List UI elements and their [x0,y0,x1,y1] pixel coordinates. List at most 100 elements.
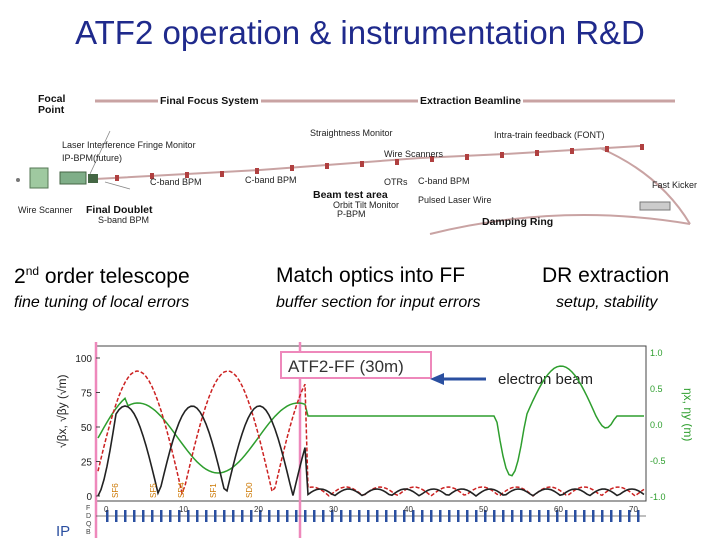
lattice-element [376,510,379,522]
lattice-element [574,510,577,522]
lattice-element [367,510,370,522]
lattice-element [250,510,253,522]
left-axis-ticks: 100 75 50 25 0 [75,354,100,503]
caption-sub-match-optics: buffer section for input errors [276,294,481,311]
caption-sub-dr-extraction: setup, stability [556,294,658,311]
c-band-bpm-label-3: C-band BPM [418,176,470,186]
p-bpm-label: P-BPM [337,209,366,219]
x-tick-label: 30 [329,505,338,514]
element-row-label: F [86,505,90,512]
lattice-element [313,510,316,522]
x-tick-label: 10 [179,505,188,514]
right-tick-label: 0.5 [650,384,663,394]
lattice-element [187,510,190,522]
arrow-label: electron beam [498,371,593,388]
ip-chamber [16,167,98,189]
left-tick-label: 100 [75,354,92,365]
left-tick-label: 50 [81,423,93,434]
lattice-element [223,510,226,522]
lattice-element [133,510,136,522]
caption-sub-telescope: fine tuning of local errors [14,294,190,311]
lattice-element [520,510,523,522]
lattice-element [511,510,514,522]
right-tick-label: 1.0 [650,348,663,358]
caption-head-dr-extraction: DR extraction [542,264,670,287]
lattice-element [151,510,154,522]
lattice-element [430,510,433,522]
lattice-element [457,510,460,522]
lattice-element [538,510,541,522]
element-row-label: B [86,529,91,536]
lattice-element [124,510,127,522]
lattice-element [466,510,469,522]
lattice-element [583,510,586,522]
lattice-element [439,510,442,522]
slide-title: ATF2 operation & instrumentation R&D [75,14,645,51]
lattice-element [214,510,217,522]
lattice-element [502,510,505,522]
lattice-element [448,510,451,522]
element-row-label: Q [86,521,92,528]
lattice-element [268,510,271,522]
right-axis-label: ηx, ηy (m) [681,388,692,441]
lattice-element [619,510,622,522]
orbit-tilt-monitor-label: Orbit Tilt Monitor [333,200,400,210]
fast-kicker-device [639,201,671,211]
lattice-element [565,510,568,522]
lattice-element [610,510,613,522]
caption-head-telescope: 2nd order telescope [14,264,190,288]
sextupole-labels: SF6 SF5 SD4 SF1 SD0 [111,482,254,498]
lattice-element [547,510,550,522]
left-tick-label: 75 [81,389,93,400]
right-tick-label: -1.0 [650,492,666,502]
c-band-bpm-label-2: C-band BPM [245,175,297,185]
sextupole-label: SF5 [149,483,158,498]
s-band-bpm-label: S-band BPM [98,215,150,225]
lattice-element [421,510,424,522]
lattice-element [340,510,343,522]
lattice-element [493,510,496,522]
lattice-element [475,510,478,522]
lattice-element [304,510,307,522]
sextupole-label: SD4 [177,482,186,498]
lattice-element [628,510,631,522]
caption-head-match-optics: Match optics into FF [276,264,466,287]
c-band-bpm-label-1: C-band BPM [150,177,202,187]
lattice-element [349,510,352,522]
laser-interference-label: Laser Interference Fringe Monitor [62,140,196,150]
lattice-element [484,510,487,522]
x-tick-label: 0 [104,505,109,514]
fast-kicker-label: Fast Kicker [652,180,698,190]
lattice-element [286,510,289,522]
lattice-element [232,510,235,522]
lattice-element [241,510,244,522]
lattice-element [160,510,163,522]
intra-train-feedback-label: Intra-train feedback (FONT) [494,130,605,140]
extraction-beamline-label: Extraction Beamline [418,95,523,107]
left-axis-label: √βx, √βy (√m) [56,374,69,448]
lattice-element [331,510,334,522]
lattice-element [385,510,388,522]
focal-point-label: Focal Point [38,93,66,116]
damping-ring-label: Damping Ring [482,216,554,228]
right-tick-label: -0.5 [650,456,666,466]
x-axis-ticks: 0 10 20 30 40 50 60 70 [104,505,638,514]
beta-x-curve [97,405,645,498]
damping-ring-arc [429,214,691,235]
lattice-element [178,510,181,522]
banner-text: ATF2-FF (30m) [288,357,404,376]
banner-box [280,351,432,379]
lattice-element [592,510,595,522]
lattice-element [277,510,280,522]
sextupole-label: SD0 [245,482,254,498]
eta-curve [97,365,644,477]
lattice-element [259,510,262,522]
lattice-element [358,510,361,522]
lattice-element [637,510,640,522]
otrs-label: OTRs [384,177,408,187]
beam-test-area-label: Beam test area [313,189,388,201]
x-tick-label: 60 [554,505,563,514]
x-tick-label: 20 [254,505,263,514]
